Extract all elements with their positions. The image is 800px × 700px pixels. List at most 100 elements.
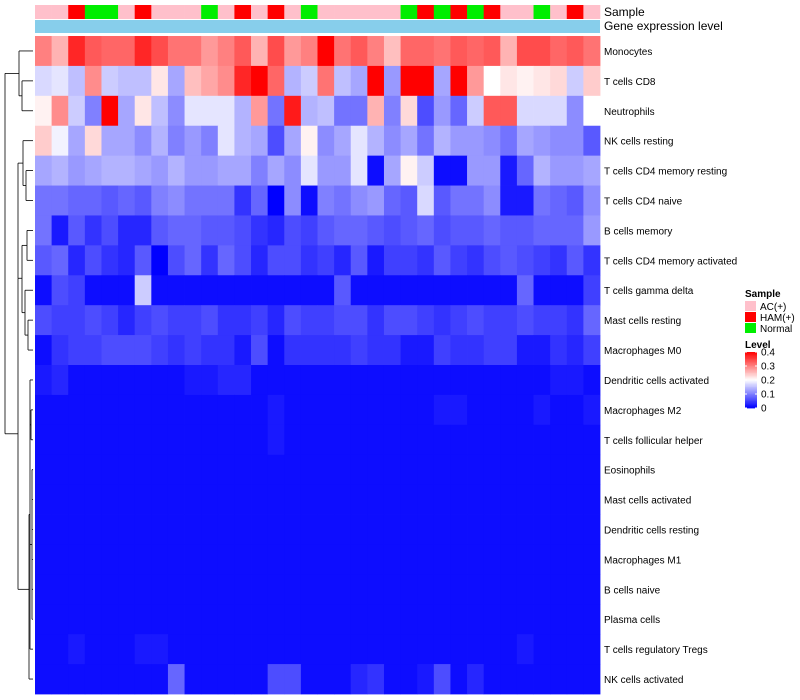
heatmap-cell [51,65,69,97]
heatmap-cell [217,365,235,396]
heatmap-cell [167,36,185,67]
heatmap-cell [284,155,302,186]
heatmap-cell [234,305,252,336]
heatmap-cell [151,544,169,575]
heatmap-cell [101,185,119,216]
heatmap-cell [284,215,302,246]
heatmap-cell [566,365,584,396]
heatmap-cell [51,95,69,127]
heatmap-cell [433,394,451,426]
heatmap-cell [234,245,252,276]
heatmap-cell [167,664,185,695]
heatmap-cell [201,604,219,635]
heatmap-cell [533,305,551,336]
heatmap-cell [450,335,468,366]
heatmap-cell [184,514,202,545]
heatmap-cell [284,454,302,486]
heatmap-cell [284,275,302,306]
heatmap-cell [467,634,485,665]
heatmap-cell [334,215,352,246]
heatmap-cell [350,185,368,216]
heatmap-cell [400,574,418,605]
heatmap-cell [134,394,152,426]
heatmap-cell [583,454,601,486]
heatmap-cell [334,604,352,635]
heatmap-cell [433,335,451,366]
legend-tick-label: 0.1 [761,390,775,401]
heatmap-cell [101,245,119,276]
heatmap-cell [400,454,418,486]
heatmap-cell [284,65,302,97]
heatmap-cell [217,514,235,545]
heatmap-cell [417,125,435,157]
row-label: Macrophages M1 [604,555,682,566]
heatmap-cell [317,65,335,97]
heatmap-cell [433,365,451,396]
heatmap-cell [118,365,136,396]
heatmap-cell [68,514,86,545]
heatmap-cell [234,185,252,216]
heatmap-cell [51,574,69,605]
heatmap-cell [383,125,401,157]
heatmap-cell [300,275,318,306]
heatmap-cell [350,335,368,366]
heatmap-cell [234,514,252,545]
heatmap-cell [284,544,302,575]
heatmap-cell [433,125,451,157]
heatmap-cell [383,394,401,426]
heatmap-cell [583,36,601,67]
heatmap-cell [35,634,53,665]
heatmap-cell [51,484,69,515]
heatmap-cell [184,125,202,157]
sample-annotation-cell [284,5,302,19]
heatmap-cell [417,65,435,97]
heatmap-cell [500,424,518,456]
heatmap-cell [234,36,252,67]
heatmap-cell [35,65,53,97]
heatmap-cell [217,664,235,695]
heatmap-cell [566,454,584,486]
heatmap-cell [566,604,584,635]
heatmap-cell [68,634,86,665]
heatmap-cell [516,65,534,97]
heatmap-cell [334,664,352,695]
heatmap-cell [201,664,219,695]
heatmap-cell [84,275,102,306]
heatmap-cell [583,215,601,246]
heatmap-cell [68,454,86,486]
heatmap-cell [167,275,185,306]
heatmap-cell [566,574,584,605]
row-label: Plasma cells [604,615,660,626]
heatmap-cell [467,215,485,246]
heatmap-cell [84,365,102,396]
heatmap-cell [35,335,53,366]
heatmap-cell [201,544,219,575]
heatmap-cell [516,155,534,186]
heatmap-cell [550,574,568,605]
heatmap-cell [516,424,534,456]
heatmap-cell [483,335,501,366]
heatmap-cell [334,454,352,486]
legend-gradient-step [745,375,757,378]
heatmap-cell [267,424,285,456]
heatmap-cell [101,514,119,545]
legend-tick-label: 0.4 [761,348,775,359]
heatmap-cell [300,36,318,67]
heatmap-cell [68,574,86,605]
heatmap-cell [134,125,152,157]
sample-annotation-cell [201,5,219,19]
legend-gradient-step [745,381,757,384]
heatmap-cell [334,544,352,575]
row-label: T cells CD4 naive [604,197,683,208]
heatmap-cell [383,185,401,216]
heatmap-cell [251,65,269,97]
heatmap-cell [35,245,53,276]
heatmap-cell [417,664,435,695]
heatmap-cell [467,365,485,396]
heatmap-cell [417,185,435,216]
heatmap-cell [467,574,485,605]
heatmap-cell [151,604,169,635]
sample-annotation-cell [184,5,202,19]
heatmap-cell [383,514,401,545]
